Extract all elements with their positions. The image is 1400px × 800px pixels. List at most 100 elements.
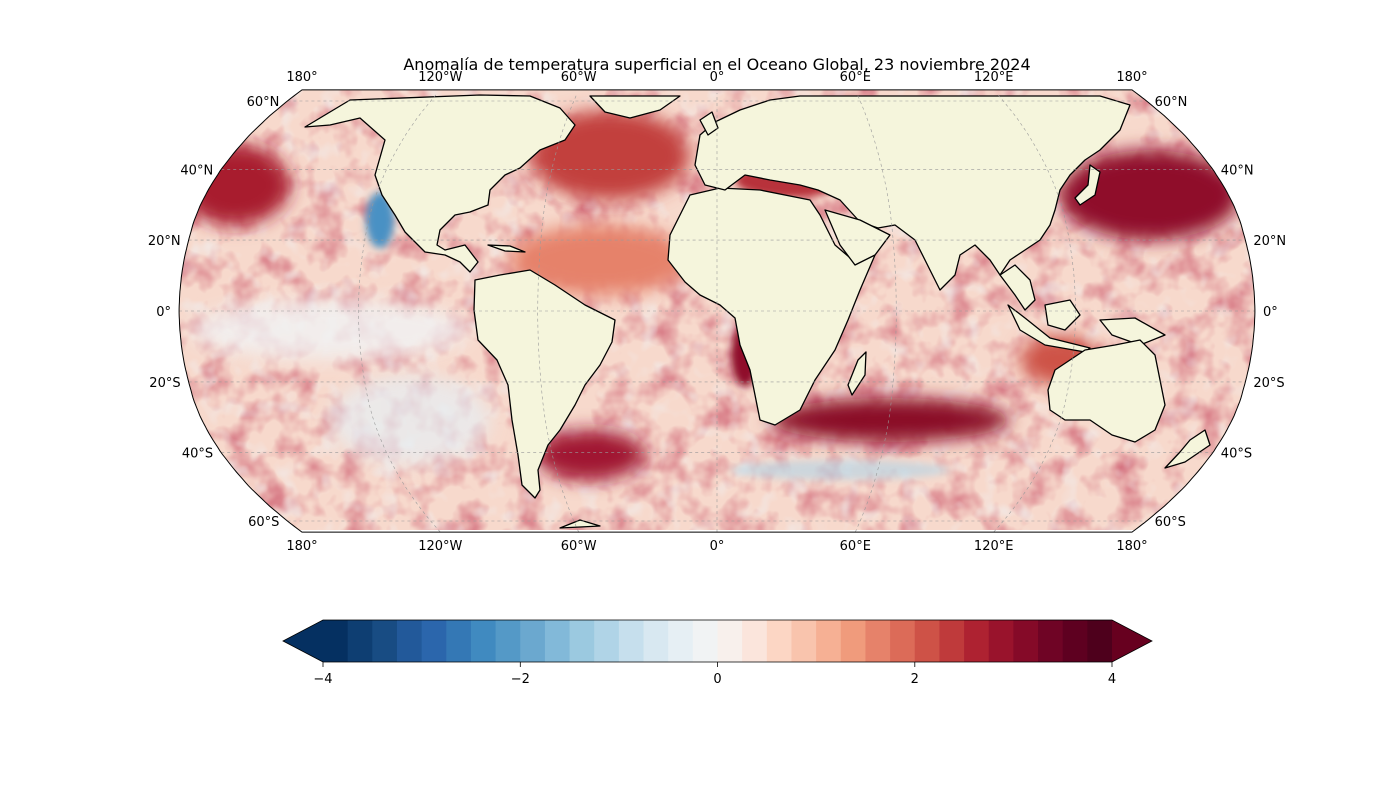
colorbar-segment bbox=[1062, 620, 1088, 662]
south-america bbox=[473, 269, 616, 499]
antarctica-edge bbox=[559, 519, 601, 529]
colorbar-segments bbox=[323, 620, 1113, 662]
region-south-indian-ocean-band bbox=[770, 398, 1010, 442]
colorbar-segment bbox=[865, 620, 891, 662]
region-california-coast bbox=[366, 192, 394, 248]
lon-label-top: 60°E bbox=[840, 70, 871, 85]
lon-label-top: 180° bbox=[286, 70, 317, 85]
colorbar-tick-label: −4 bbox=[313, 672, 332, 687]
map-area bbox=[179, 90, 1255, 533]
lat-label-right: 40°N bbox=[1221, 163, 1254, 178]
graticule-meridian bbox=[855, 92, 897, 533]
colorbar: −4 −2 0 2 4 bbox=[282, 619, 1153, 687]
graticule-meridian bbox=[993, 92, 1076, 533]
region-north-pacific-west-hotspot bbox=[180, 145, 290, 225]
lat-label-right: 60°S bbox=[1155, 515, 1186, 530]
region-northwest-pacific-japan-hotspot bbox=[1060, 150, 1240, 240]
lat-label-right: 20°N bbox=[1253, 234, 1286, 249]
lon-label-bottom: 60°W bbox=[561, 539, 597, 554]
lon-label-top: 0° bbox=[710, 70, 725, 85]
lat-label-left: 60°N bbox=[247, 95, 280, 110]
colorbar-segment bbox=[742, 620, 768, 662]
colorbar-segment bbox=[766, 620, 792, 662]
colorbar-tick-label: −2 bbox=[511, 672, 530, 687]
indochina bbox=[999, 264, 1036, 311]
australia bbox=[1047, 339, 1166, 443]
colorbar-segment bbox=[816, 620, 842, 662]
lon-label-bottom: 120°E bbox=[974, 539, 1014, 554]
lat-label-left: 40°N bbox=[180, 163, 213, 178]
lon-label-bottom: 60°E bbox=[840, 539, 871, 554]
lon-labels-bottom: 180° 120°W 60°W 0° 60°E 120°E 180° bbox=[286, 539, 1147, 554]
madagascar bbox=[847, 351, 867, 396]
lon-label-bottom: 180° bbox=[286, 539, 317, 554]
colorbar-segment bbox=[446, 620, 472, 662]
region-southeast-pacific bbox=[330, 375, 490, 465]
colorbar-tick-label: 0 bbox=[713, 672, 721, 687]
lat-label-left: 0° bbox=[156, 305, 171, 320]
north-america bbox=[304, 94, 576, 273]
region-tropical-atlantic bbox=[510, 225, 690, 295]
colorbar-segment bbox=[964, 620, 990, 662]
lon-label-top: 120°E bbox=[974, 70, 1014, 85]
colorbar-segment bbox=[470, 620, 497, 662]
lat-label-right: 20°S bbox=[1253, 376, 1284, 391]
new-guinea bbox=[1099, 317, 1166, 346]
colorbar-segment bbox=[668, 620, 694, 662]
new-zealand bbox=[1164, 429, 1211, 469]
colorbar-segment bbox=[791, 620, 817, 662]
colorbar-ticks: −4 −2 0 2 4 bbox=[313, 662, 1116, 687]
lat-label-left: 60°S bbox=[248, 515, 279, 530]
africa bbox=[667, 187, 876, 426]
lat-labels-right: 60°N 40°N 20°N 0° 20°S 40°S 60°S bbox=[1155, 95, 1287, 530]
lon-labels-top: 180° 120°W 60°W 0° 60°E 120°E 180° bbox=[286, 70, 1147, 85]
lat-label-left: 40°S bbox=[182, 447, 213, 462]
colorbar-segment bbox=[347, 620, 373, 662]
colorbar-segment bbox=[372, 620, 398, 662]
region-south-atlantic-argentina bbox=[535, 430, 645, 480]
lat-label-right: 0° bbox=[1263, 305, 1278, 320]
eurasia bbox=[694, 95, 1131, 291]
colorbar-segment bbox=[717, 620, 743, 662]
uk-ireland bbox=[699, 111, 719, 136]
colorbar-segment bbox=[396, 620, 423, 662]
lon-label-bottom: 0° bbox=[710, 539, 725, 554]
colorbar-segment bbox=[988, 620, 1014, 662]
colorbar-segment bbox=[323, 620, 349, 662]
colorbar-extend-under bbox=[283, 620, 323, 662]
graticule bbox=[179, 92, 1255, 533]
colorbar-segment bbox=[643, 620, 669, 662]
lat-labels-left: 60°N 40°N 20°N 0° 20°S 40°S 60°S bbox=[148, 95, 280, 530]
lat-label-left: 20°N bbox=[148, 234, 181, 249]
colorbar-segment bbox=[618, 620, 645, 662]
map-boundary bbox=[178, 89, 1256, 533]
colorbar-tick-label: 4 bbox=[1108, 672, 1116, 687]
colorbar-tick-label: 2 bbox=[911, 672, 919, 687]
colorbar-segment bbox=[569, 620, 595, 662]
borneo bbox=[1044, 299, 1081, 331]
graticule-meridian bbox=[537, 92, 579, 533]
colorbar-segment bbox=[495, 620, 521, 662]
colorbar-segment bbox=[520, 620, 546, 662]
colorbar-extend-over bbox=[1112, 620, 1152, 662]
colorbar-segment bbox=[1038, 620, 1064, 662]
lon-label-bottom: 120°W bbox=[418, 539, 462, 554]
lat-label-right: 60°N bbox=[1155, 95, 1188, 110]
cuba bbox=[487, 244, 526, 253]
graticule-meridian bbox=[358, 92, 441, 533]
lon-label-top: 120°W bbox=[418, 70, 462, 85]
land bbox=[304, 94, 1211, 529]
greenland bbox=[589, 95, 681, 119]
lat-label-right: 40°S bbox=[1221, 447, 1252, 462]
colorbar-segment bbox=[890, 620, 916, 662]
colorbar-segment bbox=[692, 620, 718, 662]
map-title: Anomalía de temperatura superficial en e… bbox=[403, 55, 1030, 74]
colorbar-segment bbox=[1087, 620, 1113, 662]
colorbar-segment bbox=[421, 620, 447, 662]
colorbar-segment bbox=[914, 620, 940, 662]
lon-label-top: 60°W bbox=[561, 70, 597, 85]
lon-label-bottom: 180° bbox=[1116, 539, 1147, 554]
colorbar-segment bbox=[939, 620, 965, 662]
region-equatorial-pacific bbox=[190, 300, 470, 360]
